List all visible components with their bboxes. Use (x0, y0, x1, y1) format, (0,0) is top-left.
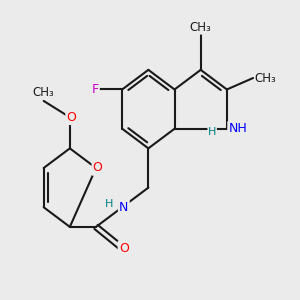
Text: O: O (93, 161, 103, 175)
Text: H: H (105, 199, 113, 209)
Text: CH₃: CH₃ (255, 71, 276, 85)
Text: CH₃: CH₃ (190, 21, 212, 34)
Text: CH₃: CH₃ (33, 86, 55, 99)
Text: F: F (92, 83, 99, 96)
Text: NH: NH (229, 122, 247, 135)
Text: N: N (119, 201, 128, 214)
Text: O: O (119, 242, 129, 255)
Text: H: H (208, 127, 216, 137)
Text: O: O (67, 111, 76, 124)
